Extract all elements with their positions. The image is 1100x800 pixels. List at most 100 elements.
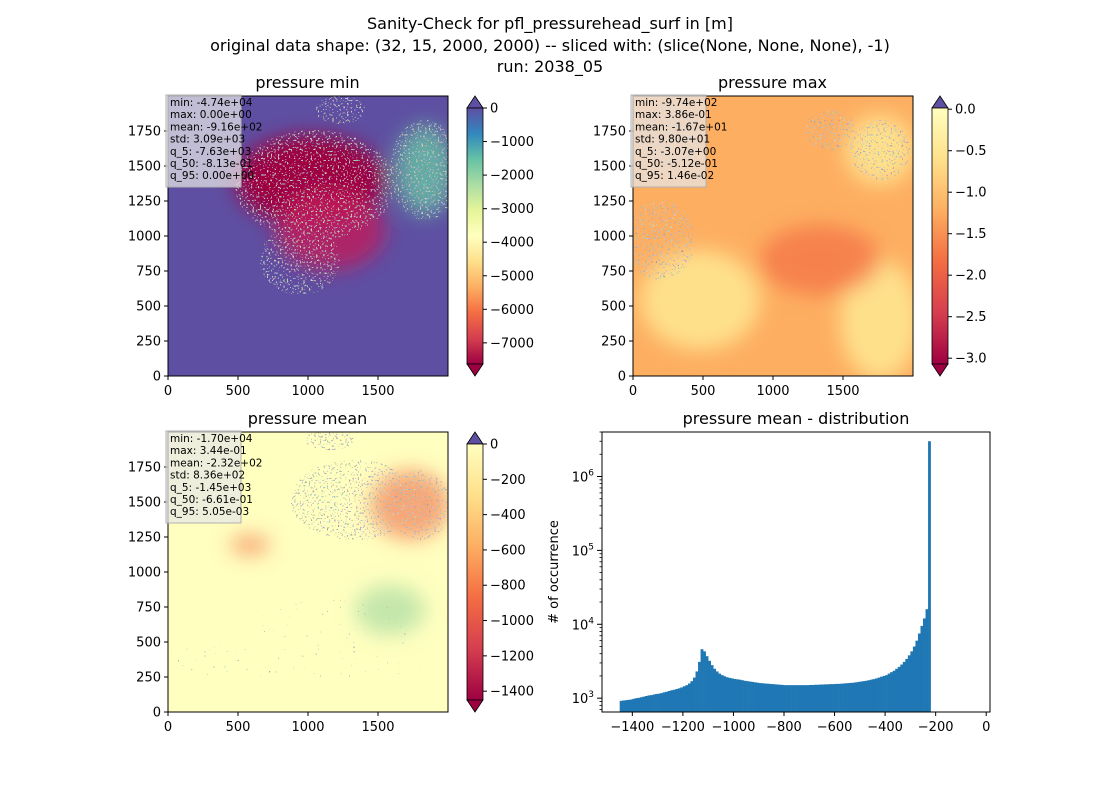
histogram-bar <box>672 689 676 712</box>
colorbar-tick-label: −4000 <box>490 236 534 251</box>
histogram-bar <box>725 677 729 712</box>
x-tick-label: 0 <box>164 384 172 399</box>
histogram-bar <box>776 684 780 712</box>
stats-box-line: min: -9.74e+02 <box>635 97 717 109</box>
histogram-bar <box>925 609 929 712</box>
histogram-bar <box>730 678 734 712</box>
pressure-max-colorbar: 0.0 −0.5 −1.0 −1.5 −2.0 −2.5 −3.0 <box>931 95 987 377</box>
histogram-y-tick-label: 106 <box>572 468 595 485</box>
histogram-bar <box>842 683 845 712</box>
histogram-bar <box>710 665 714 712</box>
histogram-bar <box>746 681 749 712</box>
histogram-bar <box>786 685 790 712</box>
y-tick-label: 1000 <box>128 566 161 581</box>
histogram-bar <box>735 679 739 712</box>
histogram-x-tick-label: −600 <box>817 720 853 735</box>
histogram-bar <box>680 687 684 712</box>
histogram-bar <box>657 693 661 712</box>
histogram-y-tick-exponent: 4 <box>588 616 594 626</box>
histogram-bar <box>869 679 873 712</box>
histogram-y-tick-exponent: 5 <box>588 542 594 552</box>
stats-box-line: std: 8.36e+02 <box>170 470 245 482</box>
histogram-bar <box>887 673 891 712</box>
histogram-bar <box>667 691 671 712</box>
y-tick-label: 750 <box>136 601 161 616</box>
y-tick-label: 1750 <box>128 461 161 476</box>
histogram-bar <box>877 677 881 712</box>
pressure-mean-colorbar: 0 −200 −400 −600 −800 −1000 −1200 −1400 <box>466 431 534 713</box>
x-tick-label: 0 <box>629 384 637 399</box>
stats-box-line: q_50: -6.61e-01 <box>170 494 253 506</box>
histogram-bar <box>705 656 709 712</box>
histogram-bar <box>847 683 851 712</box>
colorbar-tick-label: −2.5 <box>955 310 987 325</box>
histogram-bar <box>832 684 835 712</box>
x-tick-label: 1500 <box>361 384 394 399</box>
histogram-bar <box>814 684 818 712</box>
histogram-bar <box>872 679 876 712</box>
y-tick-label: 1500 <box>128 496 161 511</box>
histogram-y-tick-exponent: 6 <box>588 468 594 478</box>
pressure-mean-title: pressure mean <box>248 409 368 428</box>
histogram-bar <box>796 685 800 712</box>
histogram-bar <box>655 693 658 712</box>
histogram-bar <box>632 698 636 712</box>
histogram-bar <box>794 685 797 712</box>
y-tick-label: 1250 <box>128 531 161 546</box>
y-tick-label: 250 <box>136 671 161 686</box>
pressure-max-y-axis: 0 250 500 750 1000 1250 1500 1750 <box>593 125 633 385</box>
colorbar-tick-label: −0.5 <box>955 144 987 159</box>
histogram-bar <box>880 676 883 712</box>
histogram-bar <box>738 679 742 712</box>
histogram-bar <box>910 651 914 712</box>
histogram-bar <box>687 683 691 712</box>
stats-box-line: min: -1.70e+04 <box>170 433 253 445</box>
histogram-y-tick-exponent: 3 <box>588 690 594 700</box>
histogram-bar <box>751 681 754 712</box>
colorbar-tick-label: −1.5 <box>955 227 987 242</box>
histogram-bar <box>627 699 631 712</box>
panel-pressure-min: pressure min 0 500 1000 1500 0 250 500 750 1000… <box>128 73 534 399</box>
stats-box-line: mean: -9.16e+02 <box>170 121 262 133</box>
colorbar-tick-label: −1400 <box>490 685 534 700</box>
x-tick-label: 1500 <box>826 384 859 399</box>
colorbar-tick-label: −600 <box>490 543 526 558</box>
y-tick-label: 0 <box>153 370 161 385</box>
pressure-min-x-axis: 0 500 1000 1500 <box>164 376 395 399</box>
colorbar-tick-label: 0 <box>490 102 498 117</box>
histogram-bar <box>867 680 871 712</box>
histogram-bar <box>789 685 792 712</box>
histogram-y-tick-label: 104 <box>572 616 595 633</box>
histogram-bar <box>905 658 909 712</box>
histogram-bar <box>698 661 701 712</box>
stats-box-line: min: -4.74e+04 <box>170 97 253 109</box>
histogram-bar <box>768 683 772 712</box>
stats-box-line: q_95: 1.46e-02 <box>635 170 714 182</box>
histogram-bar <box>920 625 924 712</box>
histogram-bar <box>928 441 931 712</box>
y-tick-label: 1500 <box>593 160 626 175</box>
stats-box-line: mean: -1.67e+01 <box>635 121 727 133</box>
histogram-bar <box>685 685 689 712</box>
x-tick-label: 1000 <box>291 720 324 735</box>
histogram-bar <box>644 696 648 712</box>
histogram-bar <box>763 683 767 712</box>
histogram-bar <box>713 668 717 712</box>
histogram-bar <box>652 694 656 712</box>
histogram-bar <box>761 683 765 712</box>
histogram-bar <box>753 682 757 712</box>
histogram-x-tick-label: −400 <box>867 720 903 735</box>
colorbar-tick-label: −2.0 <box>955 269 987 284</box>
colorbar-tick-label: −800 <box>490 579 526 594</box>
histogram-bar <box>890 672 893 712</box>
histogram-bar <box>756 682 760 712</box>
histogram-bar <box>837 683 840 712</box>
histogram-bar <box>662 692 666 712</box>
histogram-bar <box>670 690 674 712</box>
stats-box-line: q_5: -7.63e+03 <box>170 146 251 158</box>
histogram-bars <box>619 441 931 712</box>
panel-pressure-max: pressure max 0 500 1000 1500 0 250 500 750 1000… <box>593 73 987 399</box>
histogram-bar <box>748 681 752 712</box>
histogram-bar <box>743 680 747 712</box>
